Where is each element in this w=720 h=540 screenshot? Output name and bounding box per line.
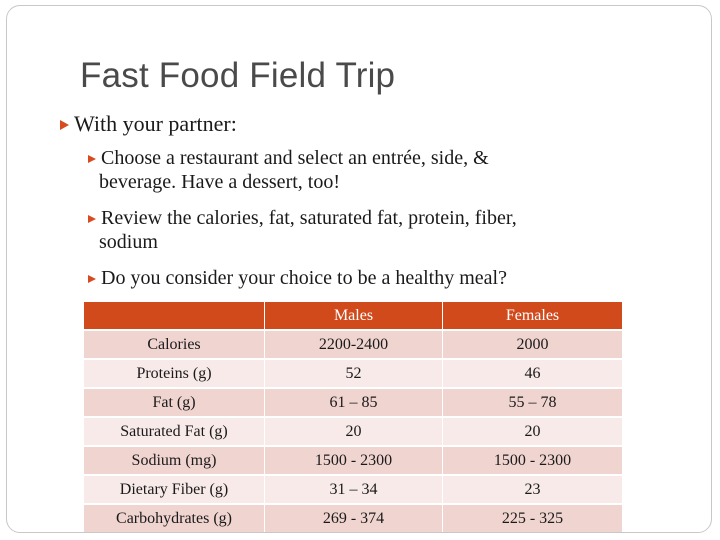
table-row: Proteins (g) 52 46: [84, 360, 622, 387]
bullet-level1-text: With your partner:: [74, 111, 237, 136]
slide-frame: [6, 5, 712, 533]
nutrient-label: Sodium (mg): [84, 447, 264, 474]
table-row: Carbohydrates (g) 269 - 374 225 - 325: [84, 505, 622, 532]
nutrient-label: Carbohydrates (g): [84, 505, 264, 532]
nutrient-label: Saturated Fat (g): [84, 418, 264, 445]
header-cell-females: Females: [442, 302, 622, 329]
bullet-text-line2: beverage. Have a dessert, too!: [99, 171, 340, 193]
females-value: 55 – 78: [442, 389, 622, 416]
table-row: Dietary Fiber (g) 31 – 34 23: [84, 476, 622, 503]
bullet-text-line1: Do you consider your choice to be a heal…: [101, 267, 507, 289]
table-row: Fat (g) 61 – 85 55 – 78: [84, 389, 622, 416]
bullet-review-nutrition: Review the calories, fat, saturated fat,…: [88, 206, 517, 254]
table-row: Calories 2200-2400 2000: [84, 331, 622, 358]
nutrition-table: Males Females Calories 2200-2400 2000 Pr…: [84, 300, 622, 534]
males-value: 1500 - 2300: [264, 447, 442, 474]
slide-title: Fast Food Field Trip: [80, 56, 396, 95]
males-value: 61 – 85: [264, 389, 442, 416]
males-value: 2200-2400: [264, 331, 442, 358]
females-value: 2000: [442, 331, 622, 358]
males-value: 269 - 374: [264, 505, 442, 532]
bullet-arrow-icon: [88, 215, 96, 223]
bullet-healthy-meal: Do you consider your choice to be a heal…: [88, 266, 507, 290]
males-value: 31 – 34: [264, 476, 442, 503]
bullet-text-line1: Review the calories, fat, saturated fat,…: [101, 207, 517, 229]
table-header-row: Males Females: [84, 302, 622, 329]
males-value: 52: [264, 360, 442, 387]
bullet-text-line2: sodium: [99, 231, 158, 253]
nutrient-label: Dietary Fiber (g): [84, 476, 264, 503]
nutrient-label: Proteins (g): [84, 360, 264, 387]
nutrient-label: Fat (g): [84, 389, 264, 416]
header-cell-empty: [84, 302, 264, 329]
table-row: Saturated Fat (g) 20 20: [84, 418, 622, 445]
bullet-arrow-icon: [60, 120, 69, 130]
bullet-arrow-icon: [88, 275, 96, 283]
females-value: 20: [442, 418, 622, 445]
bullet-level1: With your partner:: [60, 110, 237, 138]
females-value: 46: [442, 360, 622, 387]
females-value: 1500 - 2300: [442, 447, 622, 474]
males-value: 20: [264, 418, 442, 445]
females-value: 225 - 325: [442, 505, 622, 532]
table-row: Sodium (mg) 1500 - 2300 1500 - 2300: [84, 447, 622, 474]
females-value: 23: [442, 476, 622, 503]
bullet-arrow-icon: [88, 155, 96, 163]
bullet-text-line1: Choose a restaurant and select an entrée…: [101, 147, 489, 169]
nutrient-label: Calories: [84, 331, 264, 358]
header-cell-males: Males: [264, 302, 442, 329]
bullet-choose-restaurant: Choose a restaurant and select an entrée…: [88, 146, 489, 194]
